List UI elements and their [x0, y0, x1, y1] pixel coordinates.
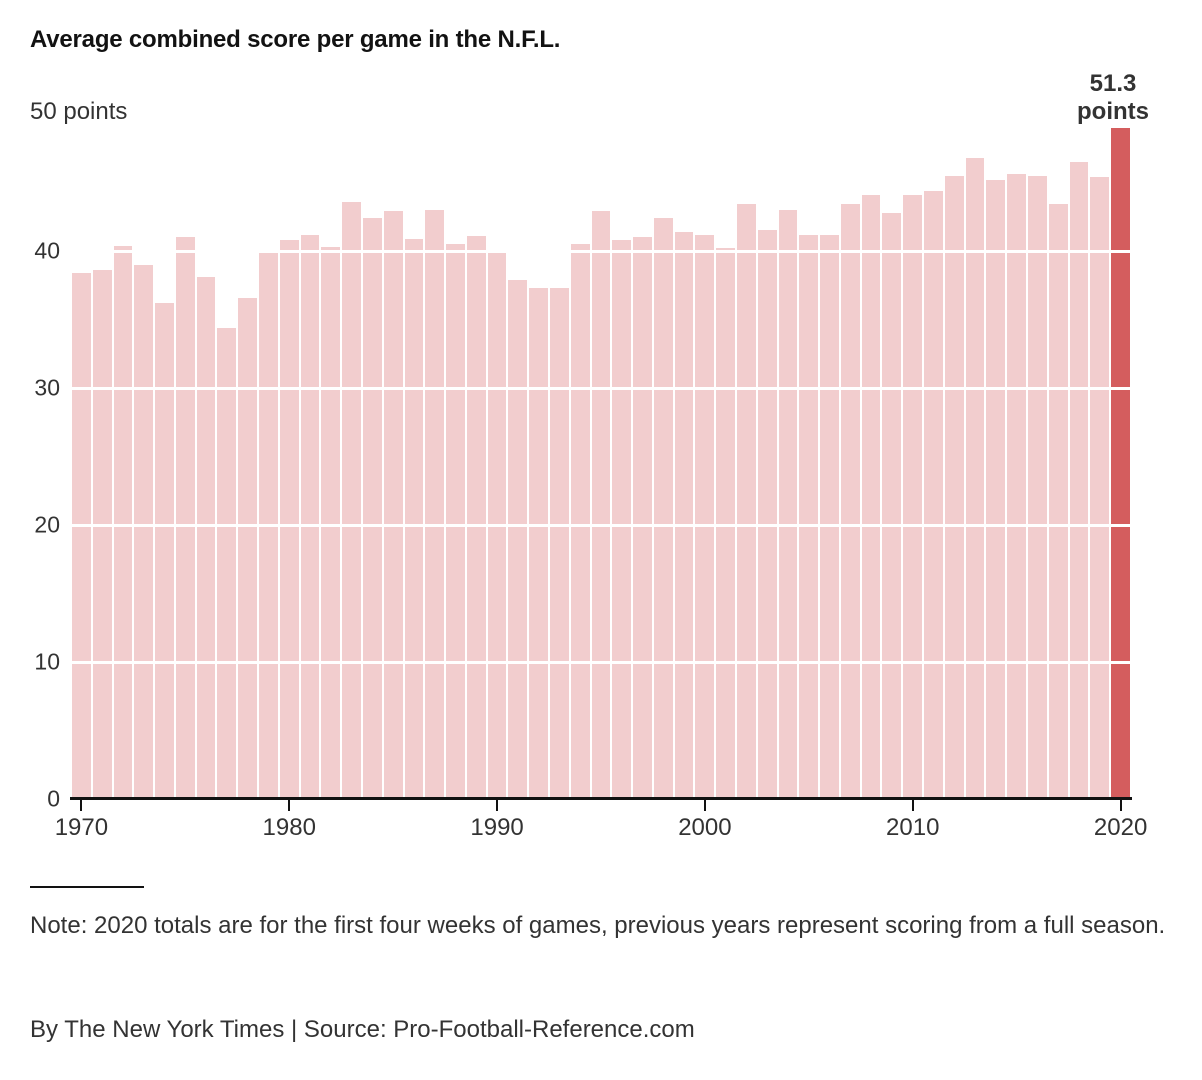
- bar-1981: [300, 234, 320, 799]
- bar-2014: [986, 179, 1006, 799]
- bar-2017: [1048, 204, 1068, 799]
- y-axis-labels: 0 10 20 30 40: [0, 114, 60, 812]
- bar-2012: [944, 175, 964, 799]
- bar-1973: [134, 264, 154, 799]
- bar-2010: [903, 194, 923, 799]
- x-tick-label-2020: 2020: [1093, 814, 1148, 841]
- highlight-annotation: 51.3 points: [1077, 70, 1149, 126]
- bar-2006: [820, 234, 839, 799]
- bar-2019: [1090, 177, 1110, 799]
- y-tick-label-40: 40: [34, 237, 60, 264]
- bar-2015: [1007, 174, 1026, 799]
- bar-1982: [321, 246, 341, 799]
- x-tick-label-1990: 1990: [470, 814, 524, 841]
- y-tick-label-0: 0: [47, 785, 60, 812]
- bar-1974: [155, 303, 174, 799]
- bar-2002: [737, 204, 756, 799]
- bar-2004: [778, 209, 798, 799]
- bar-2007: [840, 204, 860, 799]
- bar-1989: [466, 235, 486, 799]
- bar-1990: [487, 251, 507, 799]
- bar-2011: [924, 190, 943, 799]
- bar-1992: [529, 288, 548, 799]
- x-tick-2000: [703, 800, 706, 811]
- bar-1978: [238, 297, 258, 799]
- x-tick-label-1980: 1980: [262, 814, 316, 841]
- bar-2009: [882, 212, 902, 799]
- bar-1983: [342, 201, 361, 799]
- x-tick-1970: [80, 800, 83, 811]
- bar-1975: [175, 237, 195, 799]
- bar-2005: [799, 234, 819, 799]
- x-tick-label-2000: 2000: [678, 814, 732, 841]
- bar-1979: [259, 252, 278, 799]
- bar-1976: [196, 277, 216, 799]
- bar-1993: [549, 288, 569, 799]
- bar-1999: [674, 231, 694, 799]
- footer-divider: [30, 886, 144, 888]
- bar-1991: [508, 279, 528, 799]
- bar-1971: [92, 270, 112, 799]
- bar-1985: [383, 211, 403, 799]
- bar-2001: [716, 248, 735, 799]
- bar-1995: [591, 211, 611, 799]
- bar-2018: [1069, 161, 1089, 799]
- bar-2008: [861, 194, 881, 799]
- x-axis-line: [70, 797, 1132, 800]
- bar-1970: [72, 272, 91, 799]
- y-tick-label-10: 10: [34, 648, 60, 675]
- bar-1986: [404, 238, 424, 799]
- x-tick-2010: [911, 800, 914, 811]
- annotation-unit: points: [1077, 98, 1149, 125]
- bar-2000: [695, 234, 715, 799]
- x-axis-ticks: [72, 800, 1130, 811]
- bars-container: [72, 114, 1130, 799]
- y-tick-label-20: 20: [34, 511, 60, 538]
- y-axis-top-label: 50 points: [30, 98, 128, 125]
- bar-2003: [757, 230, 777, 799]
- chart-title: Average combined score per game in the N…: [30, 26, 561, 53]
- bar-1998: [653, 218, 673, 799]
- bar-1977: [217, 327, 237, 799]
- y-tick-label-30: 30: [34, 374, 60, 401]
- x-tick-2020: [1119, 800, 1122, 811]
- x-tick-1990: [496, 800, 499, 811]
- footnote: Note: 2020 totals are for the first four…: [30, 912, 1166, 939]
- x-tick-1980: [288, 800, 291, 811]
- bar-1984: [362, 218, 382, 799]
- bar-2013: [965, 157, 985, 799]
- bar-1980: [279, 240, 299, 799]
- annotation-value: 51.3: [1089, 70, 1137, 97]
- bar-2020: [1111, 127, 1130, 799]
- bar-1997: [633, 237, 652, 799]
- bar-1994: [570, 244, 590, 799]
- plot-area: [72, 114, 1130, 799]
- bar-1972: [113, 245, 133, 799]
- x-tick-label-2010: 2010: [886, 814, 940, 841]
- bar-2016: [1027, 175, 1047, 799]
- bar-1996: [612, 240, 632, 799]
- x-axis-labels: 1970 1980 1990 2000 2010 2020: [55, 814, 1148, 844]
- bar-1988: [446, 244, 465, 799]
- x-tick-label-1970: 1970: [54, 814, 109, 841]
- byline: By The New York Times | Source: Pro-Foot…: [30, 1016, 695, 1043]
- bar-1987: [425, 209, 445, 799]
